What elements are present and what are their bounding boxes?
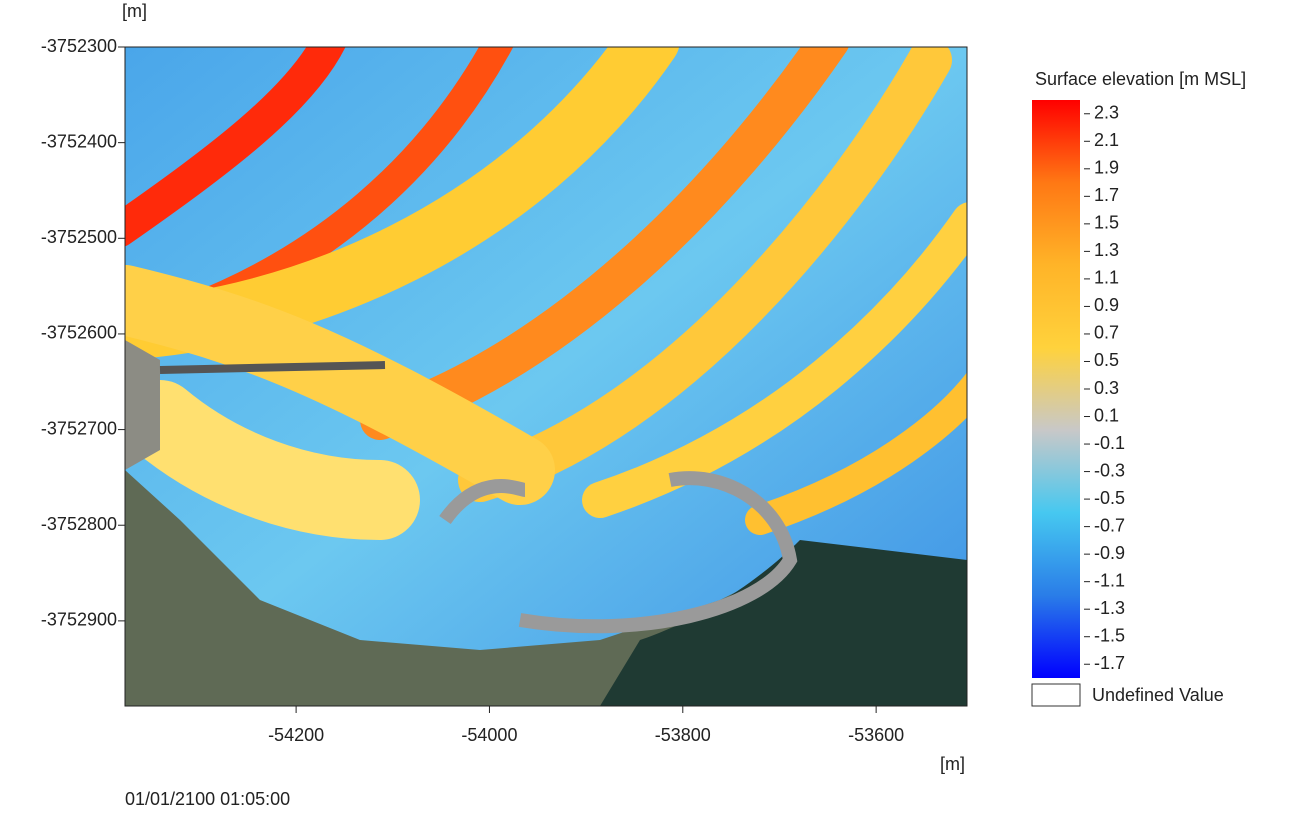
colorbar-tick-label: 1.3 — [1094, 240, 1119, 260]
colorbar-tick-label: 0.3 — [1094, 378, 1119, 398]
y-tick-label: -3752900 — [41, 610, 117, 630]
timestamp: 01/01/2100 01:05:00 — [125, 789, 290, 809]
colorbar-title: Surface elevation [m MSL] — [1035, 69, 1246, 89]
colorbar-tick-label: -1.3 — [1094, 598, 1125, 618]
x-tick-label: -54200 — [268, 725, 324, 745]
colorbar-tick-label: 0.5 — [1094, 350, 1119, 370]
colorbar-tick-label: -1.5 — [1094, 625, 1125, 645]
y-tick-label: -3752800 — [41, 514, 117, 534]
y-tick-label: -3752300 — [41, 36, 117, 56]
x-tick-label: -53800 — [655, 725, 711, 745]
colorbar-tick-label: -0.7 — [1094, 515, 1125, 535]
colorbar-tick-label: -0.1 — [1094, 433, 1125, 453]
y-tick-label: -3752700 — [41, 418, 117, 438]
colorbar-tick-label: -0.3 — [1094, 460, 1125, 480]
colorbar-tick-label: 0.9 — [1094, 295, 1119, 315]
colorbar-tick-label: 1.1 — [1094, 268, 1119, 288]
map-field — [120, 40, 980, 706]
colorbar-tick-label: -0.9 — [1094, 543, 1125, 563]
colorbar-tick-label: -0.5 — [1094, 488, 1125, 508]
y-tick-label: -3752500 — [41, 227, 117, 247]
y-tick-label: -3752400 — [41, 131, 117, 151]
colorbar-tick-label: 1.5 — [1094, 213, 1119, 233]
colorbar-tick-label: 0.7 — [1094, 323, 1119, 343]
y-tick-label: -3752600 — [41, 323, 117, 343]
colorbar-tick-label: 1.7 — [1094, 185, 1119, 205]
chart: [m] [m] 01/01/2100 01:05:00 Surface elev… — [0, 0, 1309, 814]
x-unit: [m] — [940, 754, 965, 774]
x-tick-label: -53600 — [848, 725, 904, 745]
colorbar-tick-label: -1.7 — [1094, 653, 1125, 673]
y-unit: [m] — [122, 1, 147, 21]
colorbar-tick-label: -1.1 — [1094, 570, 1125, 590]
colorbar — [1032, 100, 1080, 678]
colorbar-tick-label: 2.3 — [1094, 103, 1119, 123]
x-tick-label: -54000 — [461, 725, 517, 745]
undefined-swatch — [1032, 684, 1080, 706]
undefined-label: Undefined Value — [1092, 685, 1224, 705]
colorbar-tick-label: 1.9 — [1094, 158, 1119, 178]
colorbar-tick-label: 2.1 — [1094, 130, 1119, 150]
colorbar-tick-label: 0.1 — [1094, 405, 1119, 425]
